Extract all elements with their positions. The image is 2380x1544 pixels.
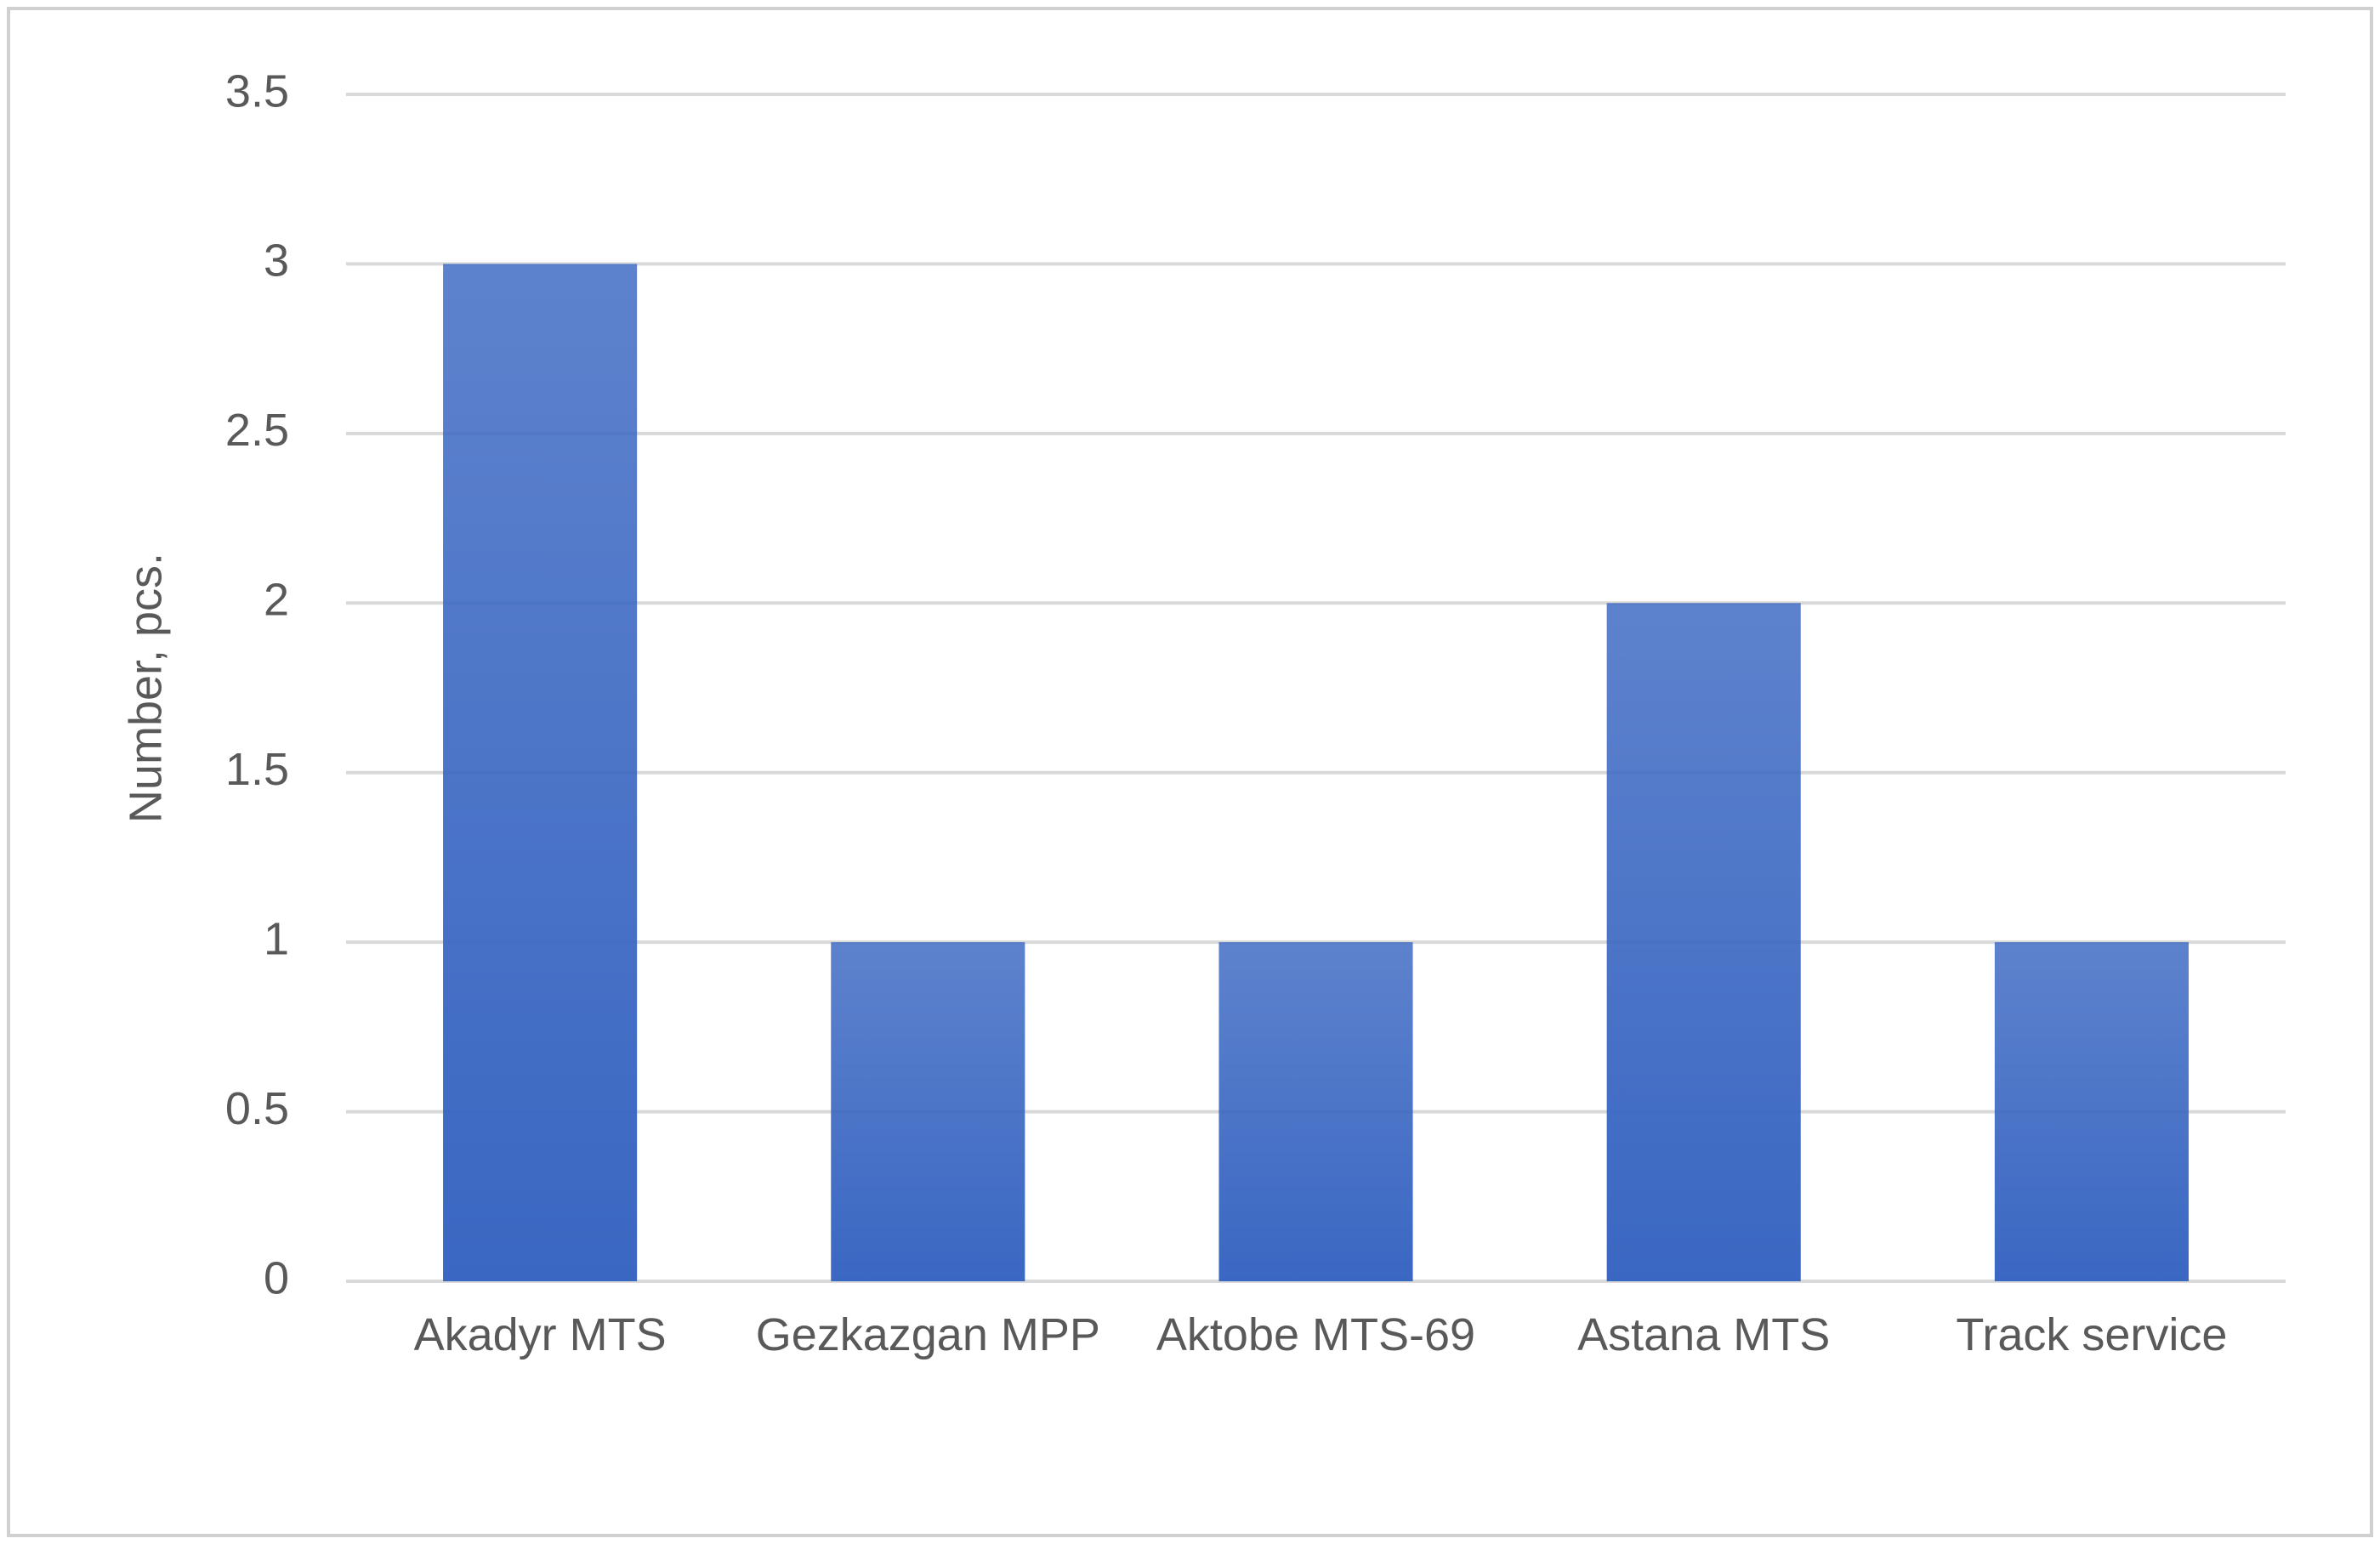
x-tick-label: Gezkazgan MPP: [755, 1309, 1100, 1360]
x-tick-label: Track service: [1956, 1309, 2228, 1360]
y-tick-label: 2.5: [225, 405, 289, 456]
bar: [443, 264, 638, 1281]
bar: [1606, 603, 1801, 1281]
x-tick-label: Astana MTS: [1577, 1309, 1831, 1360]
y-axis-label: Number, pcs.: [120, 553, 171, 823]
y-tick-label: 0.5: [225, 1083, 289, 1134]
bar: [1218, 942, 1413, 1281]
y-tick-label: 3: [264, 236, 289, 287]
y-tick-label: 2: [264, 575, 289, 626]
y-tick-label: 3.5: [225, 65, 289, 116]
bar: [1994, 942, 2189, 1281]
y-tick-label: 1.5: [225, 744, 289, 795]
x-tick-label: Aktobe MTS-69: [1156, 1309, 1476, 1360]
bar: [831, 942, 1025, 1281]
x-tick-label: Akadyr MTS: [413, 1309, 667, 1360]
y-tick-label: 1: [264, 913, 289, 964]
y-tick-label: 0: [264, 1252, 289, 1303]
